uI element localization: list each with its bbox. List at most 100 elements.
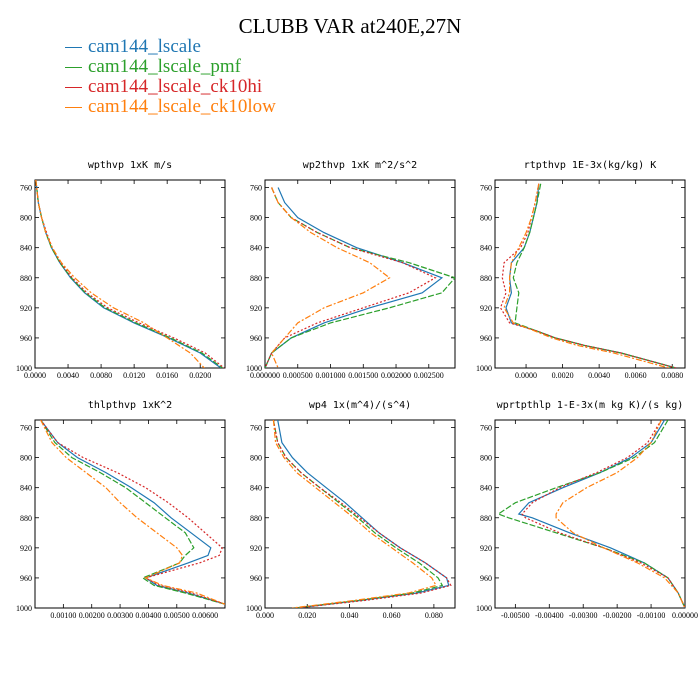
series-line — [521, 420, 685, 608]
y-tick-label: 1000 — [246, 364, 262, 373]
panel-title: wpthvp 1xK m/s — [88, 160, 172, 171]
legend-swatch — [65, 106, 82, 108]
x-tick-label: 0.040 — [340, 611, 358, 620]
x-tick-label: 0.0160 — [156, 371, 178, 380]
panel: wprtpthlp 1-E-3x(m kg K)/(s kg) 760 800 840… — [476, 400, 698, 620]
y-tick-label: 920 — [20, 544, 32, 553]
y-tick-label: 1000 — [246, 604, 262, 613]
series-line — [499, 183, 677, 368]
y-tick-label: 760 — [480, 424, 492, 433]
x-tick-label: 0.00200 — [79, 611, 105, 620]
y-tick-label: 920 — [480, 304, 492, 313]
series-line — [555, 420, 685, 608]
series-line — [35, 180, 225, 368]
legend-item: cam144_lscale_ck10low — [65, 97, 276, 117]
plot-frame — [264, 419, 456, 609]
series-line — [517, 420, 685, 608]
y-tick-label: 800 — [250, 454, 262, 463]
series-line — [35, 180, 223, 368]
y-tick-label: 1000 — [476, 364, 492, 373]
x-tick-label: 0.0000 — [515, 371, 537, 380]
x-tick-label: 0.0060 — [625, 371, 647, 380]
x-tick-label: 0.00000 — [672, 611, 698, 620]
y-tick-label: 880 — [20, 514, 32, 523]
y-tick-label: 1000 — [16, 604, 32, 613]
y-tick-label: 840 — [480, 244, 492, 253]
series-line — [503, 183, 669, 368]
series-line — [40, 420, 225, 605]
y-tick-label: 800 — [20, 214, 32, 223]
series-line — [265, 187, 437, 368]
x-tick-label: 0.001500 — [348, 371, 378, 380]
legend-item: cam144_lscale — [65, 37, 276, 57]
series-line — [277, 420, 450, 608]
panel-title: wprtpthlp 1-E-3x(m kg K)/(s kg) — [497, 400, 684, 411]
panel: rtpthvp 1E-3x(kg/kg) K 760 800 840 880 920 960… — [476, 160, 686, 380]
y-tick-label: 840 — [250, 244, 262, 253]
legend-swatch — [65, 86, 82, 88]
y-tick-label: 920 — [250, 544, 262, 553]
y-tick-label: 840 — [250, 484, 262, 493]
legend-swatch — [65, 66, 82, 68]
panel: thlpthvp 1xK^2 760 800 840 880 920 960 1000 0.00… — [16, 400, 226, 620]
y-tick-label: 800 — [20, 454, 32, 463]
x-tick-label: 0.0120 — [123, 371, 145, 380]
y-tick-label: 760 — [480, 184, 492, 193]
y-tick-label: 960 — [480, 574, 492, 583]
y-tick-label: 760 — [250, 184, 262, 193]
panel: wpthvp 1xK m/s76080084088092096010000.00… — [16, 160, 226, 380]
series-line — [497, 420, 685, 608]
series-line — [35, 180, 205, 368]
figure-title: CLUBB VAR at240E,27N — [238, 14, 462, 38]
legend-item: cam144_lscale_pmf — [65, 57, 276, 77]
series-line — [512, 183, 677, 368]
series-line — [265, 187, 455, 368]
x-tick-label: 0.0200 — [189, 371, 211, 380]
y-tick-label: 840 — [20, 484, 32, 493]
x-tick-label: 0.00500 — [164, 611, 190, 620]
y-tick-label: 920 — [250, 304, 262, 313]
x-tick-label: 0.080 — [425, 611, 443, 620]
panel-title: wp4 1x(m^4)/(s^4) — [309, 400, 411, 411]
panel: wp4 1x(m^4)/(s^4) 760 800 840 880 920 960 1000 0… — [246, 400, 456, 620]
y-tick-label: 960 — [480, 334, 492, 343]
y-tick-label: 880 — [20, 274, 32, 283]
x-tick-label: 0.00400 — [135, 611, 161, 620]
x-tick-label: 0.0000 — [24, 371, 46, 380]
x-tick-label: 0.00100 — [50, 611, 76, 620]
panel: wp2thvp 1xK m^2/s^2 760 800 840 880 920 960 100… — [246, 160, 456, 380]
plot-frame — [34, 419, 226, 609]
y-tick-label: 800 — [250, 214, 262, 223]
y-tick-label: 920 — [20, 304, 32, 313]
legend-swatch — [65, 46, 82, 48]
x-tick-label: -0.00200 — [603, 611, 632, 620]
series-line — [272, 420, 444, 608]
x-tick-label: 0.0080 — [90, 371, 112, 380]
y-tick-label: 840 — [480, 484, 492, 493]
y-tick-label: 920 — [480, 544, 492, 553]
plot-frame — [264, 179, 456, 369]
y-tick-label: 1000 — [476, 604, 492, 613]
y-tick-label: 880 — [250, 514, 262, 523]
x-tick-label: -0.00500 — [501, 611, 530, 620]
legend-label: cam144_lscale_pmf — [88, 56, 242, 77]
y-tick-label: 960 — [250, 574, 262, 583]
legend: cam144_lscale cam144_lscale_pmf cam144_l… — [65, 37, 276, 117]
y-tick-label: 1000 — [16, 364, 32, 373]
y-tick-label: 800 — [480, 214, 492, 223]
plot-frame — [494, 419, 686, 609]
x-tick-label: 0.000000 — [250, 371, 280, 380]
x-tick-label: -0.00400 — [535, 611, 564, 620]
x-tick-label: -0.00300 — [569, 611, 598, 620]
y-tick-label: 960 — [20, 574, 32, 583]
x-tick-label: 0.000500 — [283, 371, 313, 380]
x-tick-label: 0.0040 — [57, 371, 79, 380]
series-line — [35, 180, 222, 368]
series-line — [40, 420, 225, 605]
x-tick-label: 0.002500 — [414, 371, 444, 380]
x-tick-label: 0.001000 — [316, 371, 346, 380]
series-line — [272, 420, 452, 608]
y-tick-label: 760 — [250, 424, 262, 433]
y-tick-label: 840 — [20, 244, 32, 253]
